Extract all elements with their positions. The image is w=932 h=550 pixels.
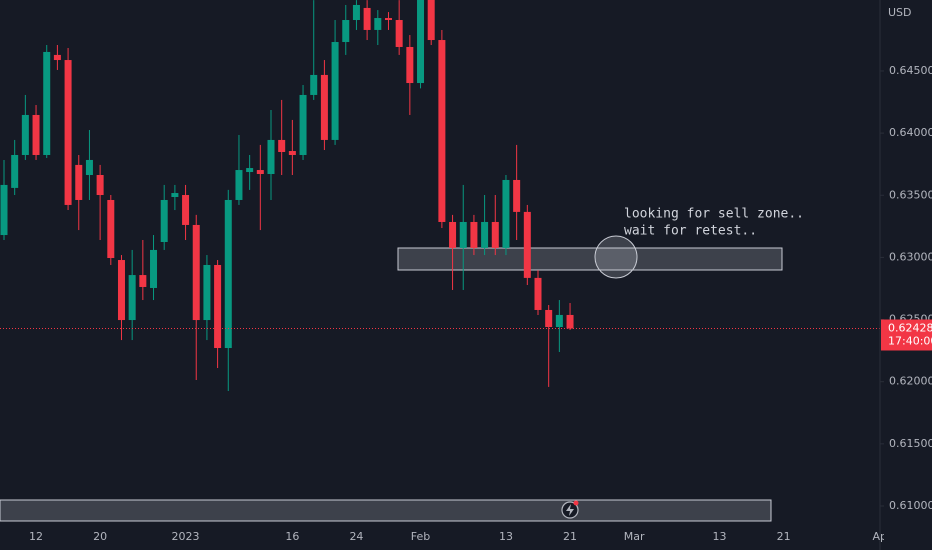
candle-body [150, 249, 158, 288]
candle-body [384, 18, 392, 21]
candle-body [342, 20, 350, 43]
candle-body [85, 159, 93, 175]
candle-body [459, 221, 467, 248]
x-tick-label: 21 [563, 530, 577, 543]
sell-zone [397, 247, 783, 271]
y-tick-label: 0.64000 [889, 126, 932, 139]
x-tick-label: Mar [624, 530, 645, 543]
candle-body [352, 4, 360, 21]
candle-body [310, 74, 318, 95]
y-tick-label: 0.64500 [889, 64, 932, 77]
countdown-label: 17:40:00 [888, 334, 932, 347]
y-tick-label: 0.63500 [889, 188, 932, 201]
candle-body [427, 0, 435, 41]
y-tick-label: 0.62000 [889, 375, 932, 388]
candle-body [470, 221, 478, 248]
candle-body [278, 139, 286, 153]
candle-body [395, 20, 403, 47]
event-icon-dot [573, 500, 579, 506]
x-tick-label: Feb [411, 530, 430, 543]
y-tick-label: 0.61500 [889, 437, 932, 450]
time-axis: 12 20 2023 16 24 Feb 13 21 Mar 13 21 Ap [29, 530, 888, 543]
candle-body [438, 40, 446, 222]
candle-body [43, 51, 51, 155]
plot-area: looking for sell zone.. wait for retest.… [0, 0, 880, 522]
x-tick-label: 20 [93, 530, 107, 543]
x-tick-label: 24 [349, 530, 363, 543]
candle-body [481, 221, 489, 248]
candle-body [288, 151, 296, 155]
candle-body [523, 211, 531, 278]
candle-body [267, 139, 275, 175]
candle-body [64, 60, 72, 205]
x-tick-label: 13 [499, 530, 513, 543]
x-tick-label: Ap [873, 530, 888, 543]
x-tick-label: 13 [713, 530, 727, 543]
last-price-label: 0.62428 [888, 321, 932, 334]
candle-body [160, 199, 168, 242]
candle-body [449, 221, 457, 248]
candle-body [192, 224, 200, 321]
retest-circle [594, 235, 638, 279]
candle-body [128, 275, 136, 321]
candle-body [182, 195, 190, 225]
candle-body [363, 7, 371, 30]
annotation: looking for sell zone.. [624, 207, 804, 222]
candle-body [299, 94, 307, 155]
candle-body [502, 179, 510, 248]
candle-body [513, 179, 521, 212]
x-tick-label: 21 [777, 530, 791, 543]
candle-body [417, 0, 425, 84]
candle-body [406, 46, 414, 84]
candle-body [256, 170, 264, 175]
candle-body [320, 74, 328, 140]
candle-body [96, 175, 104, 196]
x-tick-label: 12 [29, 530, 43, 543]
last-price-box [881, 319, 932, 351]
candle-body [75, 164, 83, 200]
candle-body [224, 199, 232, 349]
currency-label: USD [888, 6, 912, 19]
candle-body [21, 114, 29, 155]
candle-body [53, 54, 61, 61]
candle-body [235, 170, 243, 200]
x-tick-label: 16 [285, 530, 299, 543]
candle-body [246, 168, 254, 173]
y-tick-label: 0.61000 [889, 499, 932, 512]
candle-body [214, 264, 222, 349]
candle-body [139, 275, 147, 287]
candle-body [331, 42, 339, 140]
candle-body [566, 314, 574, 329]
candle-body [545, 309, 553, 328]
candle-body [107, 199, 115, 259]
candle-body [374, 18, 382, 30]
support-zone [0, 499, 772, 522]
candle-body [171, 193, 179, 197]
candle-body [203, 264, 211, 321]
candle-body [11, 154, 19, 188]
annotation: wait for retest.. [624, 224, 757, 239]
candle-body [555, 314, 563, 328]
event-icon[interactable] [561, 500, 579, 519]
axes: USD 12 20 2023 16 24 Feb 13 21 Mar 13 21 Ap 0.61000… [29, 0, 932, 550]
y-tick-label: 0.63000 [889, 250, 932, 263]
x-tick-label: 2023 [172, 530, 200, 543]
candle-body [0, 184, 8, 236]
candle-body [117, 260, 125, 321]
event-icon-bolt[interactable] [566, 504, 574, 516]
candle-body [491, 221, 499, 248]
candle-body [32, 114, 40, 155]
candle-body [534, 277, 542, 310]
